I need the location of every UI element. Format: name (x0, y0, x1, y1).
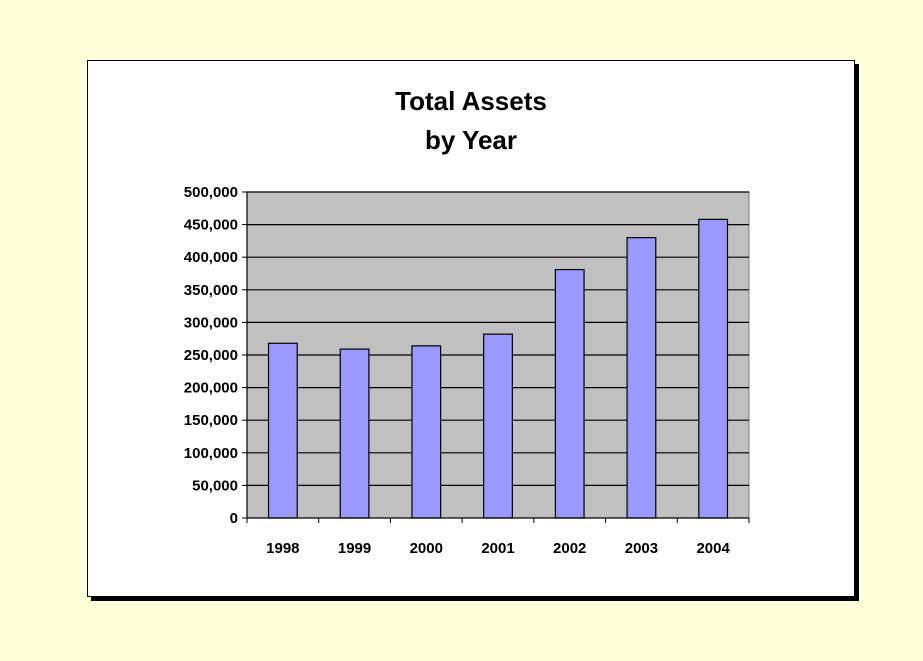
y-tick-label: 250,000 (184, 347, 238, 364)
bar-2004 (698, 218, 729, 519)
y-tick-label: 150,000 (184, 412, 238, 429)
bar-1998 (267, 342, 298, 519)
y-tick-label: 450,000 (184, 217, 238, 234)
y-tick-label: 350,000 (184, 282, 238, 299)
bar-chart: 0 50,000 100,000 150,000 200,000 250,000 300,0… (184, 184, 750, 557)
x-tick-label: 2001 (481, 540, 514, 557)
chart-title-line1: Total Assets (395, 86, 547, 116)
x-tick-label: 2003 (625, 540, 658, 557)
x-tick-label: 2000 (410, 540, 443, 557)
x-axis-ticks: 1998 1999 2000 2001 2002 2003 2004 (246, 518, 750, 557)
chart-title-line2: by Year (424, 125, 518, 155)
bars (267, 218, 729, 519)
bar-2003 (626, 237, 657, 519)
y-tick-label: 0 (230, 510, 238, 527)
x-tick-label: 1999 (338, 540, 371, 557)
chart-frame: Total Assets by Year 0 50,000 100,000 150,0… (87, 60, 855, 597)
bar-2001 (483, 333, 513, 519)
x-tick-label: 2004 (696, 540, 730, 557)
y-tick-label: 200,000 (184, 380, 238, 397)
y-tick-label: 50,000 (192, 477, 238, 494)
x-tick-label: 2002 (553, 540, 586, 557)
y-tick-label: 100,000 (184, 445, 238, 462)
y-axis-ticks: 0 50,000 100,000 150,000 200,000 250,000 300,0… (184, 184, 247, 527)
bar-2002 (554, 268, 585, 519)
y-tick-label: 400,000 (184, 249, 238, 266)
bar-1999 (339, 348, 370, 519)
y-tick-label: 300,000 (184, 314, 238, 331)
x-tick-label: 1998 (266, 540, 299, 557)
bar-2000 (411, 345, 442, 519)
y-tick-label: 500,000 (184, 184, 238, 201)
